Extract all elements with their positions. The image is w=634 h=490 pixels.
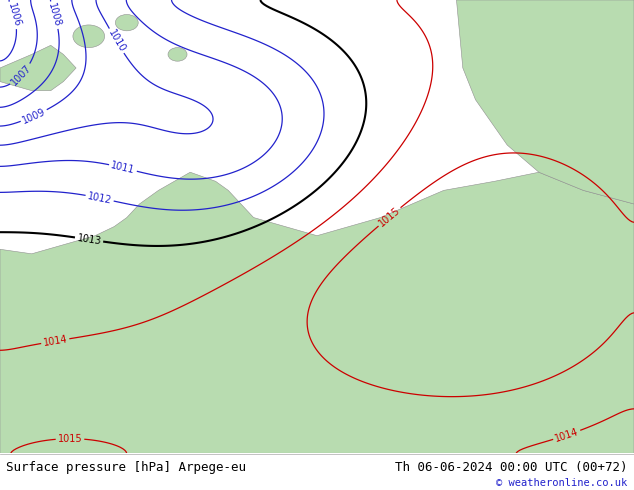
- Text: 1012: 1012: [87, 191, 113, 205]
- Text: 1014: 1014: [553, 426, 580, 443]
- Text: 1015: 1015: [377, 205, 402, 228]
- Circle shape: [168, 48, 187, 61]
- Text: 1015: 1015: [58, 434, 82, 444]
- Circle shape: [73, 25, 105, 48]
- Text: 1009: 1009: [21, 106, 47, 125]
- Text: 1014: 1014: [42, 334, 68, 348]
- Text: 1013: 1013: [76, 233, 102, 246]
- Polygon shape: [456, 0, 634, 204]
- Polygon shape: [0, 172, 634, 453]
- Text: Th 06-06-2024 00:00 UTC (00+72): Th 06-06-2024 00:00 UTC (00+72): [395, 461, 628, 474]
- Circle shape: [115, 15, 138, 31]
- Text: Surface pressure [hPa] Arpege-eu: Surface pressure [hPa] Arpege-eu: [6, 461, 247, 474]
- Text: © weatheronline.co.uk: © weatheronline.co.uk: [496, 478, 628, 488]
- Text: 1011: 1011: [110, 160, 136, 175]
- Text: 1006: 1006: [6, 2, 22, 28]
- Polygon shape: [0, 46, 76, 91]
- Text: 1010: 1010: [106, 28, 127, 54]
- Text: 1007: 1007: [9, 63, 34, 87]
- Text: 1008: 1008: [46, 2, 63, 28]
